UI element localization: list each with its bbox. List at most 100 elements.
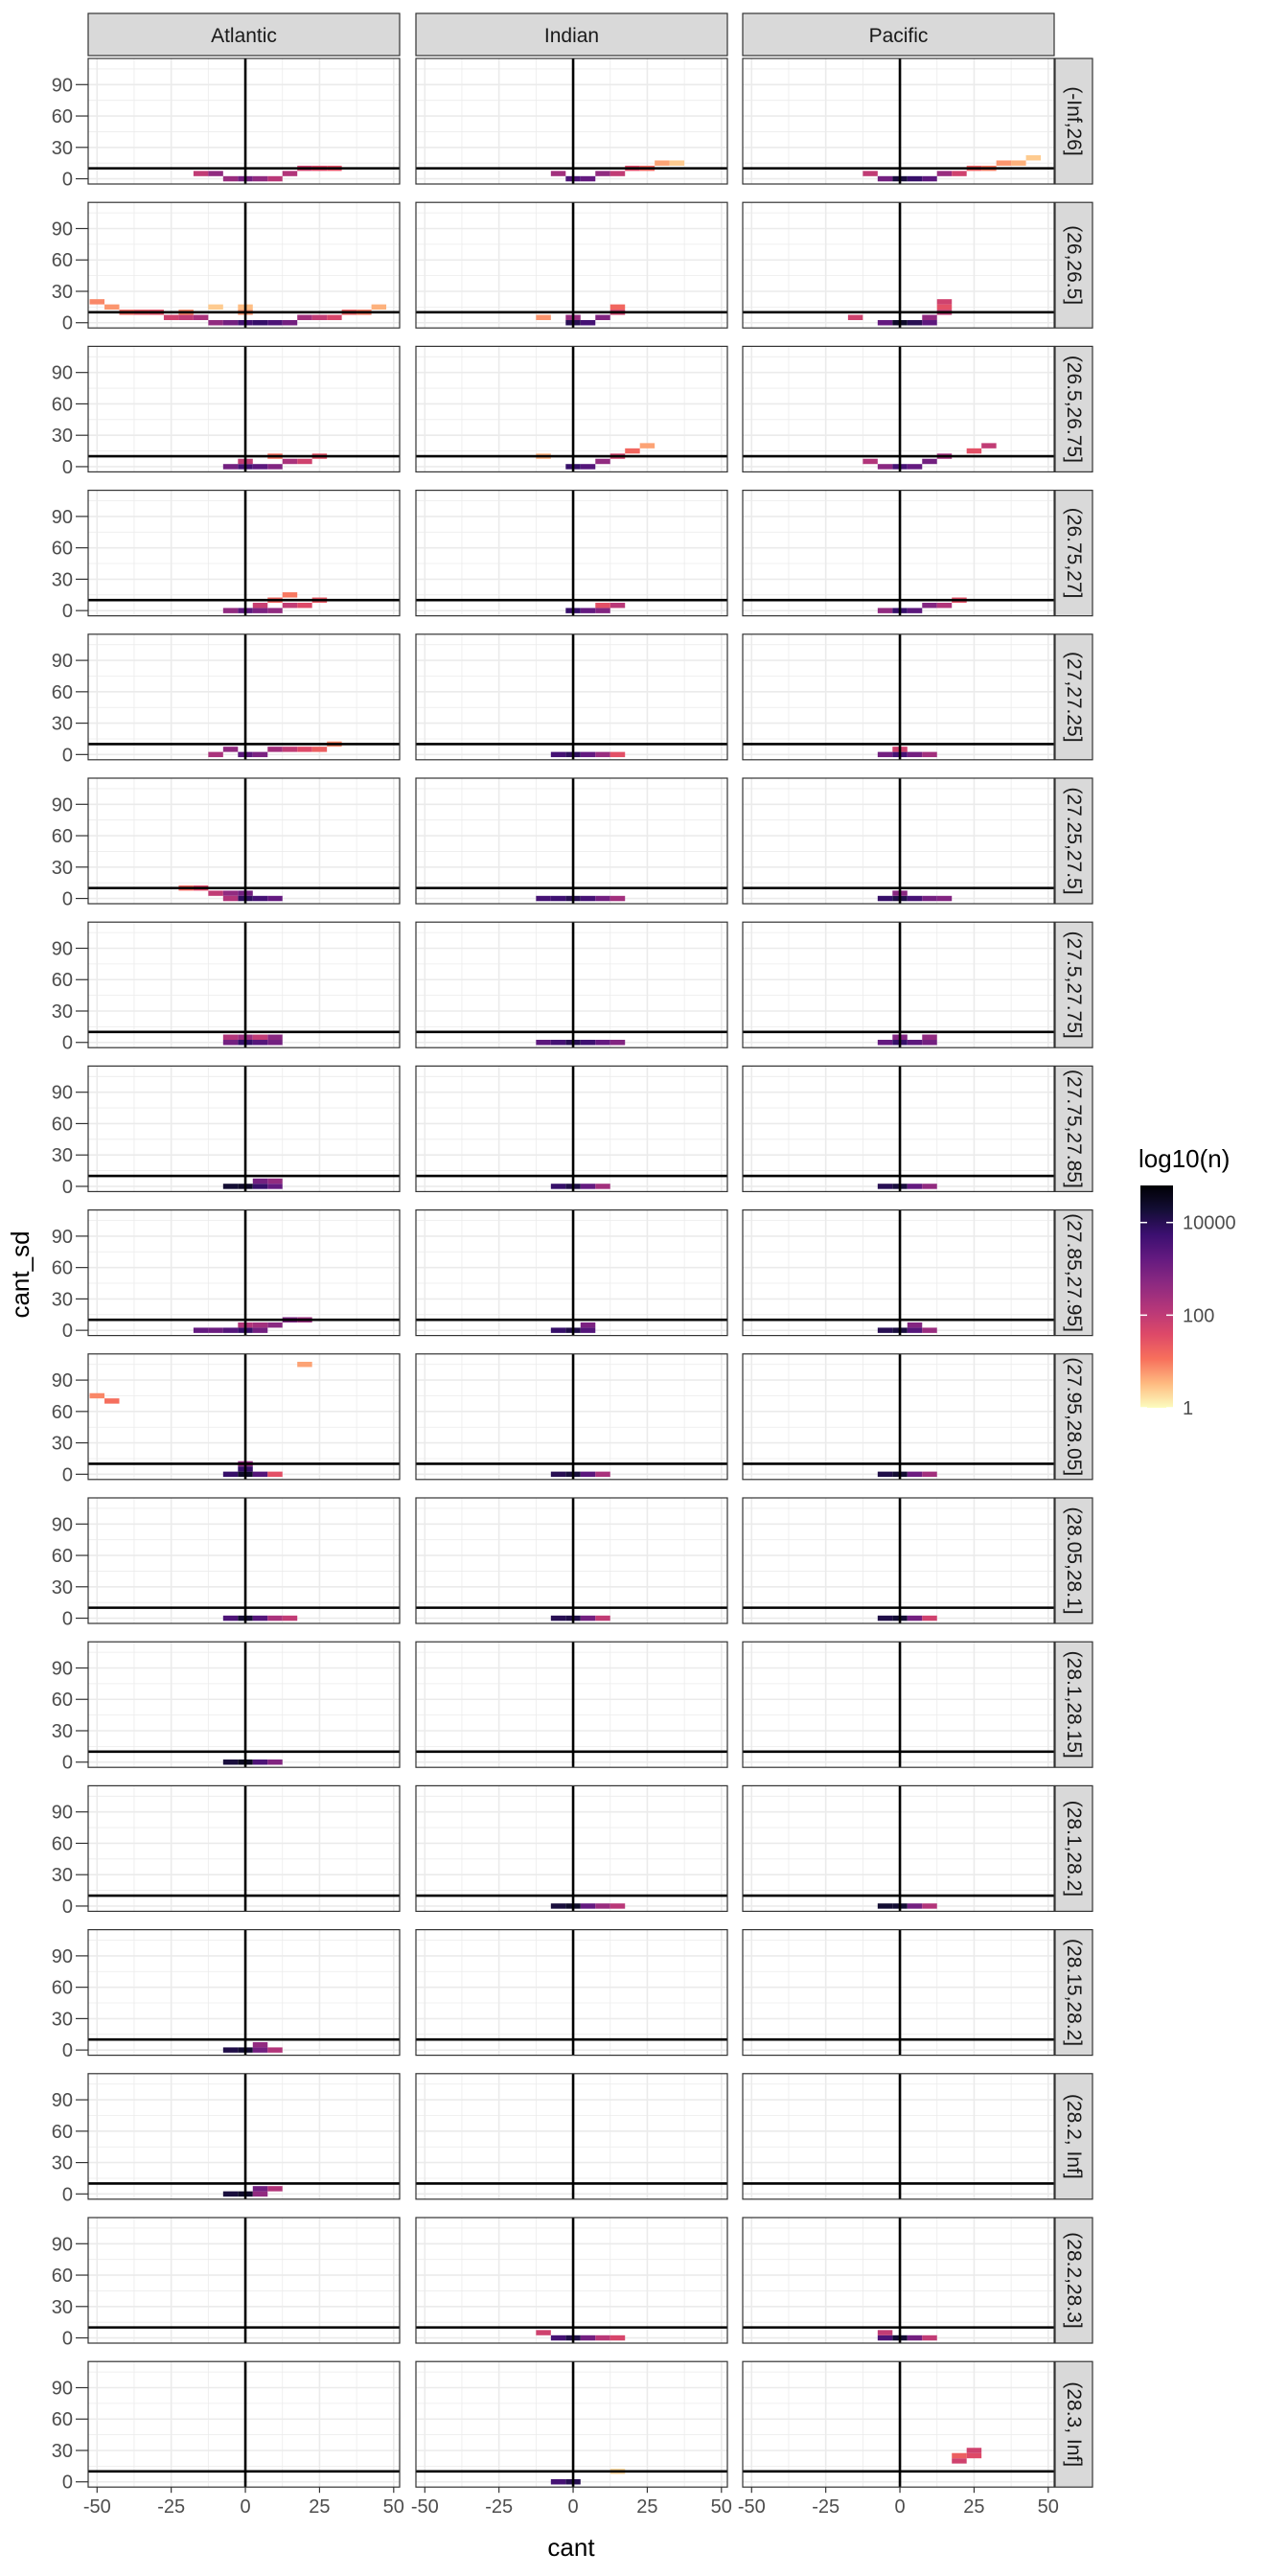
heatmap-cell [267,464,283,470]
panel-atlantic-row-7 [87,1065,401,1193]
heatmap-cell [252,464,268,470]
heatmap-cell [252,1184,268,1189]
panel-border [742,633,1055,761]
panel-background [88,2218,400,2343]
panel-border [742,1208,1055,1337]
heatmap-cell [222,1327,239,1333]
panel-pacific-row-14 [742,2073,1055,2200]
heatmap-cell [267,1034,283,1041]
heatmap-cell [907,751,923,758]
panel-background [88,1929,400,2056]
row-strip [1054,1497,1093,1624]
panel-pacific-row-5 [742,777,1055,905]
heatmap-cell [208,751,223,758]
column-strip-pacific [742,12,1055,57]
heatmap-cell [297,458,312,465]
panel-background [743,346,1054,472]
legend-tick-label: 10000 [1183,1213,1236,1234]
x-tick-label: -25 [812,2496,840,2518]
y-tick-label: 0 [62,2040,73,2061]
panel-border [742,490,1055,617]
panel-indian-row-16 [415,2360,728,2488]
heatmap-cell [580,464,596,470]
panel-background [416,1353,727,1480]
x-tick-label: -25 [485,2496,513,2518]
panel-border [415,345,728,472]
row-strip [1054,921,1093,1048]
panel-indian-row-7 [415,1065,728,1193]
y-tick-label: 60 [52,826,73,847]
heatmap-cell [877,895,893,902]
panel-background [88,1785,400,1912]
heatmap-cell [208,304,223,310]
panel-background [416,1209,727,1336]
heatmap-cell [222,1471,239,1478]
heatmap-cell [267,747,283,752]
y-tick-label: 90 [52,218,73,240]
heatmap-cell [252,1178,268,1184]
panel-border [742,345,1055,472]
heatmap-cell [222,2191,239,2197]
heatmap-cell [907,895,923,902]
panel-atlantic-row-8 [87,1208,401,1337]
y-tick-label: 90 [52,1370,73,1392]
y-tick-label: 90 [52,2090,73,2111]
panel-background [416,1498,727,1623]
y-tick-label: 90 [52,75,73,96]
heatmap-cell [580,1327,596,1333]
row-strip-label: (-Inf,26] [1063,86,1085,155]
y-tick-label: 0 [62,2329,73,2350]
panel-indian-row-10 [415,1497,728,1624]
y-tick-label: 0 [62,601,73,622]
row-strip [1054,2217,1093,2344]
y-tick-label: 30 [52,1145,73,1166]
heatmap-cell [252,175,268,182]
y-tick-label: 30 [52,426,73,447]
x-tick-label: -50 [411,2496,439,2518]
heatmap-cell [922,458,937,465]
panel-border [415,777,728,905]
heatmap-cell [311,747,328,752]
y-tick-label: 60 [52,539,73,560]
row-strip-label: (28.2, Inf] [1063,2094,1085,2179]
heatmap-cell [297,314,312,321]
heatmap-cell [922,2334,937,2341]
heatmap-cell [252,2186,268,2192]
y-tick-label: 0 [62,1033,73,1054]
y-tick-label: 30 [52,282,73,303]
panel-pacific-row-15 [742,2217,1055,2344]
panel-pacific-row-11 [742,1641,1055,1768]
heatmap-cell [282,320,298,326]
panel-border [87,921,401,1048]
panel-background [416,633,727,760]
heatmap-cell [550,751,566,758]
panel-border [415,1353,728,1481]
panel-border [742,58,1055,185]
row-strip-label: (26.75,27] [1063,508,1085,599]
heatmap-cell [267,175,283,182]
heatmap-cell [222,1184,239,1189]
panel-background [743,490,1054,616]
heatmap-cell [907,608,923,613]
heatmap-cell [252,2047,268,2053]
panel-background [743,2073,1054,2199]
heatmap-cell [936,895,953,902]
heatmap-cell [907,2334,923,2341]
y-tick-label: 0 [62,1177,73,1198]
heatmap-cell [282,602,298,609]
heatmap-cell [907,1322,923,1328]
y-tick-label: 30 [52,1865,73,1886]
heatmap-cell [922,320,937,326]
heatmap-cell [267,1615,283,1622]
panel-border [742,201,1055,329]
panel-border [87,777,401,905]
heatmap-cell [610,2334,626,2341]
panel-indian-row-13 [415,1928,728,2057]
heatmap-cell [193,1327,209,1333]
panel-background [88,1498,400,1623]
heatmap-cell [595,602,610,609]
row-strip-label: (28.1,28.15] [1063,1651,1085,1759]
heatmap-cell [222,464,239,470]
panel-pacific-row-9 [742,1353,1055,1481]
